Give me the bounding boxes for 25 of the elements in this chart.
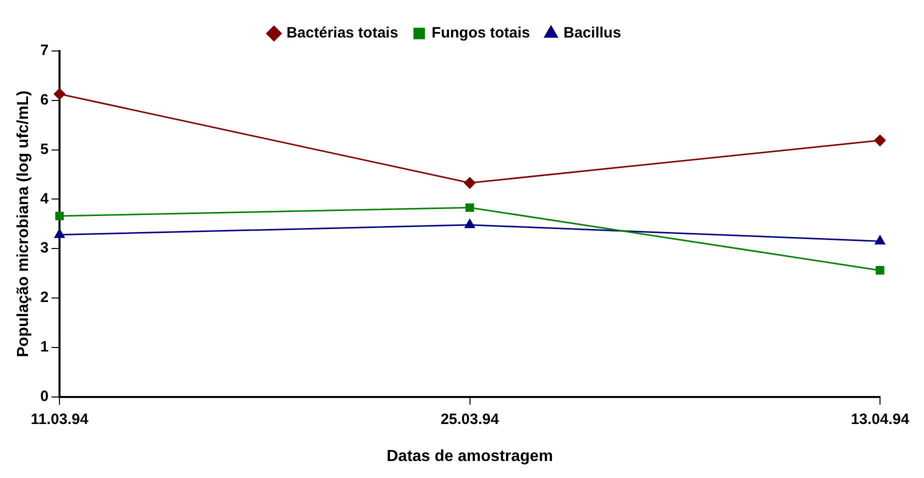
y-tick-label: 6 (40, 92, 49, 109)
point (876, 266, 884, 275)
point (874, 134, 886, 146)
y-tick-label: 5 (40, 140, 49, 158)
point (874, 235, 886, 244)
y-tick-label: 7 (40, 42, 49, 60)
legend-label: Fungos totais (432, 24, 530, 42)
point (54, 229, 65, 238)
y-axis-title: População microbiana (log ufc/mL) (15, 90, 32, 358)
y-tick-label: 2 (40, 289, 49, 306)
point (465, 203, 474, 212)
legend-label: Bactérias totais (286, 24, 398, 42)
point (55, 212, 64, 220)
y-tick-label: 3 (40, 240, 49, 257)
x-tick-label: 11.03.94 (30, 410, 89, 428)
point (54, 88, 66, 100)
x-tick-label: 25.03.94 (440, 410, 500, 428)
y-tick-label: 0 (40, 388, 49, 405)
legend-label: Bacillus (564, 24, 622, 42)
x-tick-label: 13.04.94 (850, 410, 910, 428)
point (464, 177, 476, 189)
point (464, 219, 475, 228)
x-axis-title: Datas de amostragem (386, 448, 553, 465)
y-tick-label: 1 (40, 338, 49, 356)
y-tick-label: 4 (40, 190, 50, 208)
